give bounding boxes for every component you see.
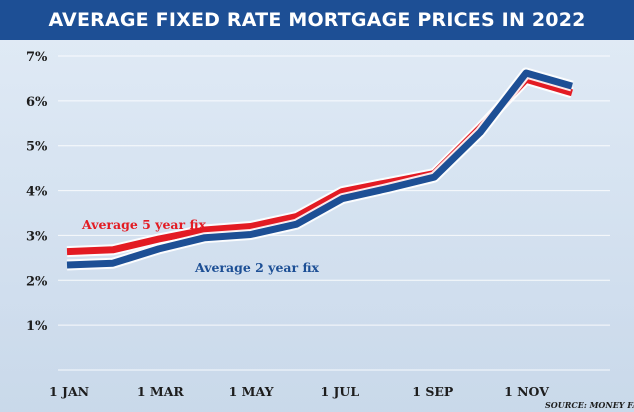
title-bar: [0, 0, 634, 40]
series-label: Average 2 year fix: [194, 260, 320, 275]
grid-layer: [58, 55, 610, 371]
lines-layer: [66, 67, 574, 271]
x-tick-label: 1 MAY: [229, 384, 275, 399]
x-tick-label: 1 JUL: [320, 384, 359, 399]
x-tick-label: 1 MAR: [137, 384, 185, 399]
series-label: Average 5 year fix: [81, 217, 207, 232]
labels-layer: 1% 2% 3% 4% 5% 6% 7% 1 JAN 1 MAR 1 MAY 1 JUL 1 SEP 1…: [26, 50, 634, 410]
background-photo-tint: [0, 40, 634, 412]
x-tick-label: 1 NOV: [504, 384, 549, 399]
y-tick-label: 3%: [26, 229, 48, 244]
x-tick-label: 1 JAN: [49, 384, 89, 399]
chart-title: AVERAGE FIXED RATE MORTGAGE PRICES IN 20…: [48, 9, 586, 31]
y-tick-label: 7%: [26, 50, 48, 65]
series-line: [66, 69, 573, 269]
y-tick-label: 6%: [26, 95, 48, 110]
x-tick-label: 1 SEP: [412, 384, 454, 399]
line-chart: 1% 2% 3% 4% 5% 6% 7% 1 JAN 1 MAR 1 MAY 1 JUL 1 SEP 1…: [0, 40, 634, 412]
y-tick-label: 2%: [26, 274, 48, 289]
y-tick-label: 1%: [26, 319, 48, 334]
y-tick-label: 4%: [26, 185, 48, 200]
source-note: SOURCE: MONEY FACTS: [545, 400, 634, 410]
y-tick-label: 5%: [26, 140, 48, 155]
